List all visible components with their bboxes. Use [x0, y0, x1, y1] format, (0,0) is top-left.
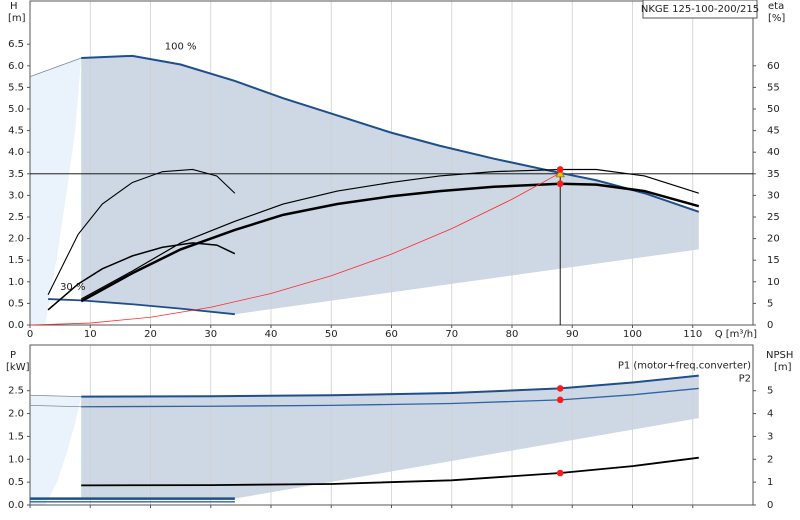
y-tick-label: 2.5 [8, 212, 24, 223]
y-tick-label: 2.0 [8, 409, 24, 420]
y2-tick-label: 30 [767, 190, 780, 201]
y2-tick-label: 20 [767, 234, 780, 245]
y-tick-label: 0.5 [8, 298, 24, 309]
y2-tick-label: 60 [767, 61, 780, 72]
y-axis-unit: [m] [8, 13, 26, 24]
y2-tick-label: 40 [767, 147, 780, 158]
operating-area [30, 58, 82, 326]
y-tick-label: 6.0 [8, 61, 24, 72]
y2-tick-label: 25 [767, 212, 780, 223]
y2-tick-label: 3 [767, 431, 773, 442]
y-axis-unit: [kW] [6, 362, 30, 373]
y2-tick-label: 45 [767, 126, 780, 137]
series-label: 30 % [60, 282, 85, 293]
x-tick-label: 50 [325, 329, 338, 340]
y2-axis-unit: [%] [768, 13, 785, 24]
y-tick-label: 5.0 [8, 104, 24, 115]
y2-tick-label: 2 [767, 454, 773, 465]
y-tick-label: 4.0 [8, 147, 24, 158]
curve [47, 242, 236, 311]
y-tick-label: 3.0 [8, 190, 24, 201]
y2-tick-label: 1 [767, 477, 773, 488]
operating-point [556, 396, 564, 404]
title-box [642, 0, 758, 19]
y-tick-label: 1.0 [8, 454, 24, 465]
y2-tick-label: 4 [767, 409, 773, 420]
operating-area [81, 55, 699, 315]
series-label: P2 [739, 373, 751, 384]
curve [29, 404, 82, 408]
y-axis-label: H [10, 1, 18, 12]
plot-frame [29, 0, 754, 326]
curve [29, 172, 561, 326]
operating-area [30, 395, 82, 505]
y2-axis-label: NPSH [766, 350, 793, 361]
y2-tick-label: 15 [767, 255, 780, 266]
x-tick-label: 30 [204, 329, 217, 340]
y2-axis-label: eta [768, 1, 784, 12]
x-tick-label: 110 [683, 329, 702, 340]
curve [47, 168, 236, 296]
curve [81, 54, 700, 213]
curve [80, 182, 700, 303]
y2-tick-label: 35 [767, 169, 780, 180]
operating-point [556, 180, 564, 188]
curve [81, 456, 699, 487]
x-tick-label: 100 [623, 329, 642, 340]
curve [81, 374, 699, 398]
x-tick-label: 0 [27, 329, 33, 340]
y2-tick-label: 55 [767, 82, 780, 93]
y-tick-label: 6.5 [8, 39, 24, 50]
x-tick-label: 20 [144, 329, 157, 340]
curve [80, 168, 699, 300]
y2-tick-label: 5 [767, 298, 773, 309]
y2-tick-label: 50 [767, 104, 780, 115]
operating-point [556, 385, 564, 392]
chart-title: NKGE 125-100-200/215 [641, 4, 759, 15]
y-tick-label: 4.5 [8, 126, 24, 137]
curve [48, 298, 235, 316]
series-label: P1 (motor+freq.converter) [618, 361, 751, 372]
y2-tick-label: 10 [767, 277, 780, 288]
curve [29, 394, 82, 398]
x-tick-label: 60 [385, 329, 398, 340]
y-tick-label: 0.0 [8, 500, 24, 511]
y2-tick-label: 5 [767, 386, 773, 397]
y-tick-label: 1.0 [8, 277, 24, 288]
y-tick-label: 5.5 [8, 82, 24, 93]
x-tick-label: 10 [84, 329, 97, 340]
y-tick-label: 2.0 [8, 234, 24, 245]
curve [81, 387, 699, 408]
duty-point [555, 168, 566, 178]
y2-axis-unit: [m] [774, 362, 792, 373]
y-tick-label: 0.0 [8, 320, 24, 331]
plot-frame [29, 344, 754, 506]
series-label: 100 % [165, 42, 197, 53]
y-tick-label: 1.5 [8, 431, 24, 442]
x-axis-label: Q [m³/h] [715, 329, 757, 340]
x-tick-label: 80 [506, 329, 519, 340]
x-tick-label: 40 [265, 329, 278, 340]
y-axis-label: P [10, 350, 16, 361]
curve [29, 57, 82, 77]
y-tick-label: 3.5 [8, 169, 24, 180]
y-tick-label: 2.5 [8, 386, 24, 397]
y-tick-label: 0.5 [8, 477, 24, 488]
y2-tick-label: 0 [767, 320, 773, 331]
x-tick-label: 90 [566, 329, 579, 340]
x-tick-label: 70 [445, 329, 458, 340]
operating-point [556, 469, 564, 477]
y-tick-label: 1.5 [8, 255, 24, 266]
y2-tick-label: 0 [767, 500, 773, 511]
operating-point [556, 166, 564, 173]
